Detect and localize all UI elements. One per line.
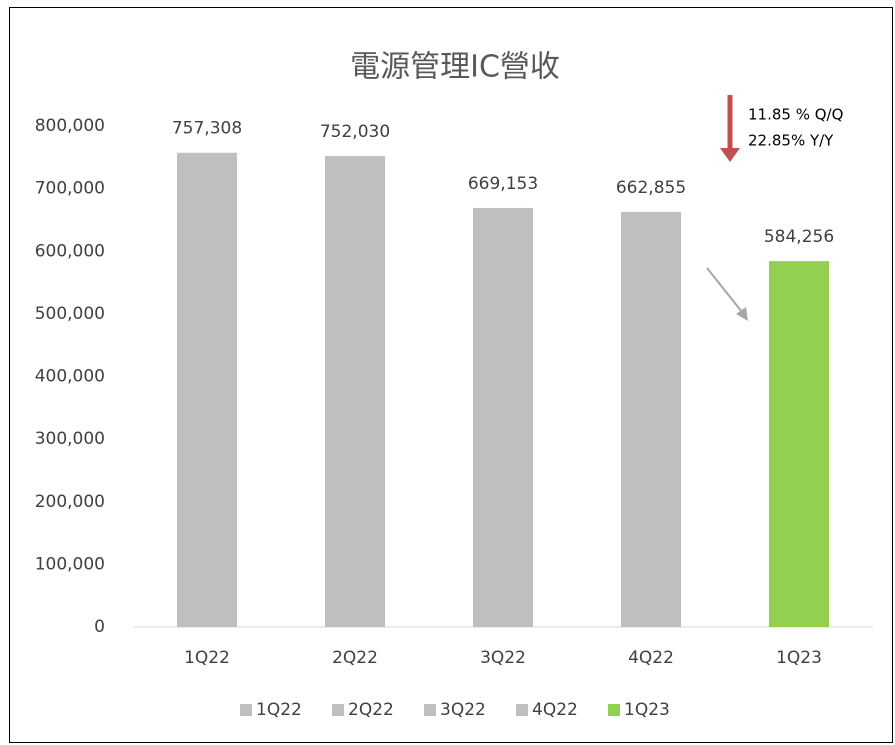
legend-swatch [516, 704, 528, 716]
data-label: 669,153 [468, 174, 538, 194]
legend-label: 4Q22 [532, 700, 578, 720]
y-tick-label: 100,000 [35, 554, 105, 574]
legend-swatch [424, 704, 436, 716]
chart-title: 電源管理IC營收 [350, 50, 560, 85]
bar [473, 207, 533, 627]
legend-swatch [608, 704, 620, 716]
x-tick-label: 1Q22 [184, 648, 230, 668]
down-arrow-head [720, 148, 740, 162]
legend-swatch [332, 704, 344, 716]
x-tick-label: 4Q22 [628, 648, 674, 668]
legend-label: 2Q22 [348, 700, 394, 720]
y-tick-label: 400,000 [35, 367, 105, 387]
x-tick-label: 3Q22 [480, 648, 526, 668]
legend-label: 3Q22 [440, 700, 486, 720]
y-tick-label: 0 [94, 617, 105, 637]
bar [769, 261, 829, 627]
bar [621, 211, 681, 627]
trend-arrow-head [736, 307, 748, 321]
y-tick-label: 300,000 [35, 429, 105, 449]
y-tick-label: 800,000 [35, 116, 105, 136]
y-tick-label: 600,000 [35, 241, 105, 261]
legend-swatch [240, 704, 252, 716]
data-label: 757,308 [172, 119, 242, 139]
bar [325, 156, 385, 628]
y-tick-label: 200,000 [35, 492, 105, 512]
legend-label: 1Q22 [256, 700, 302, 720]
chart-frame [9, 7, 893, 743]
data-label: 662,855 [616, 178, 686, 198]
annotation: 11.85 % Q/Q [748, 106, 843, 124]
x-tick-label: 1Q23 [776, 648, 822, 668]
y-tick-label: 700,000 [35, 179, 105, 199]
bar [177, 152, 237, 627]
y-tick-label: 500,000 [35, 304, 105, 324]
data-label: 584,256 [764, 227, 834, 247]
legend-label: 1Q23 [624, 700, 670, 720]
x-tick-label: 2Q22 [332, 648, 378, 668]
annotation: 22.85% Y/Y [748, 132, 834, 150]
data-label: 752,030 [320, 122, 390, 142]
trend-arrow [706, 267, 743, 313]
